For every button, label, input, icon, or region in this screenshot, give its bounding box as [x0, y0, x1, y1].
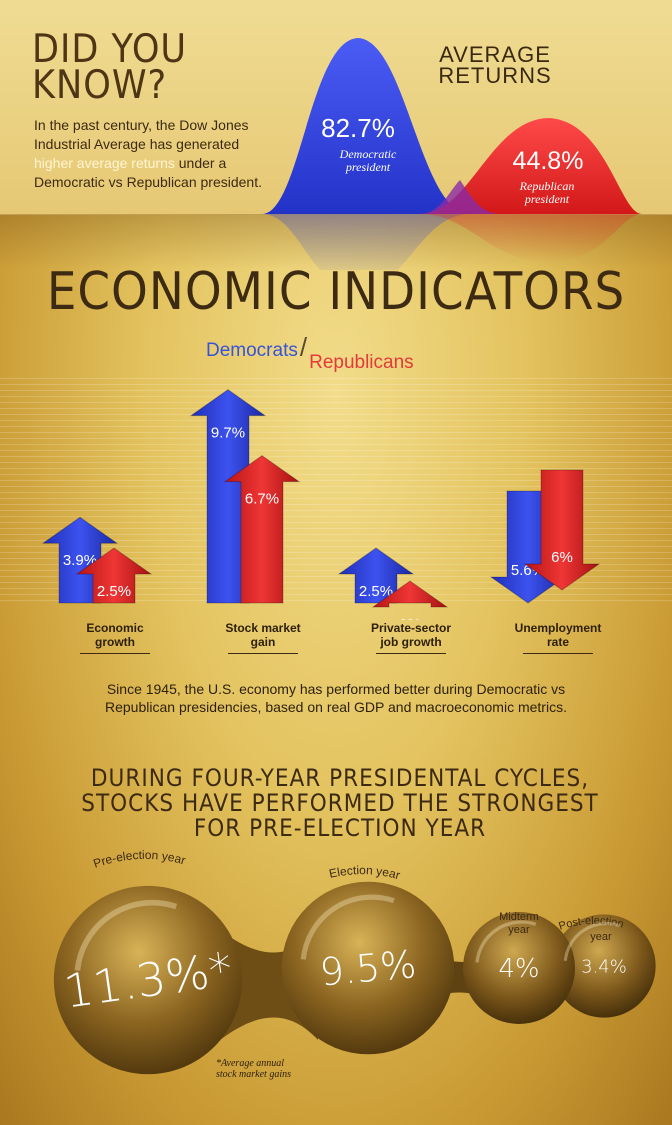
democratic-label-line1: Democratic [339, 147, 397, 161]
democratic-value: 82.7% [321, 113, 395, 143]
average-returns-title: AVERAGE RETURNS [420, 42, 570, 88]
democratic-label-line2: president [345, 160, 391, 174]
average-returns-curves [262, 38, 642, 270]
average-returns-line2: RETURNS [438, 63, 552, 88]
category-label-unemployment-rate: Unemployment rate [508, 621, 608, 654]
bubble-highlight-post-election [563, 922, 620, 962]
category-label-stock-market-gain: Stock market gain [213, 621, 313, 654]
footnote-line2: stock market gains [216, 1069, 291, 1080]
svg-text:Pre-election year: Pre-election year [92, 848, 188, 871]
value-label-private-sector-job-growth-democrat: 2.5% [359, 583, 393, 600]
democratic-curve [262, 38, 470, 214]
bubble-highlight-midterm [475, 920, 537, 963]
value-label-economic-growth-republican: 2.5% [97, 583, 131, 600]
did-you-know-text-before: In the past century, the Dow Jones Indus… [34, 117, 249, 152]
value-label-stock-market-gain-republican: 6.7% [245, 491, 279, 508]
pre-election-label: Pre-election year [92, 848, 188, 871]
republican-value: 44.8% [512, 147, 584, 175]
bubble-election [281, 881, 455, 1055]
bubble-highlight-election [300, 894, 395, 960]
republican-label-line1: Republican [519, 179, 575, 193]
republican-label-line2: president [524, 192, 570, 206]
cycles-title-line1: DURING FOUR-YEAR PRESIDENTAL CYCLES, [90, 764, 590, 792]
republican-curve [420, 118, 642, 214]
cycles-title: DURING FOUR-YEAR PRESIDENTAL CYCLES, STO… [40, 766, 640, 841]
election-year-label: Election year [328, 863, 402, 882]
bubble-post-election [552, 914, 656, 1018]
footnote: *Average annual stock market gains [216, 1058, 356, 1080]
bubble-midterm [463, 912, 575, 1024]
midterm-label-line2: year [508, 924, 530, 936]
arrow-economic-growth-republican [75, 547, 153, 604]
did-you-know-title: DID YOU KNOW? [32, 27, 232, 108]
svg-text:Election year: Election year [328, 863, 402, 882]
democratic-reflection [262, 214, 470, 270]
legend-republicans: Republicans [309, 352, 414, 373]
cycles-title-line2: STOCKS HAVE PERFORMED THE STRONGEST [81, 789, 599, 817]
did-you-know-line1: DID YOU [32, 27, 188, 72]
arrow-stock-market-gain-republican [223, 454, 301, 604]
bubble-value-post-election: 3.4% [581, 956, 627, 977]
did-you-know-text-after: under a Democratic vs Republican preside… [34, 155, 262, 190]
legend-democrats: Democrats [206, 340, 298, 361]
arrow-unemployment-rate-republican [523, 469, 601, 591]
average-returns-line1: AVERAGE [439, 42, 551, 67]
category-label-private-sector-job-growth: Private-sector job growth [361, 621, 461, 654]
bubble-value-election: 9.5% [318, 942, 418, 994]
legend-slash: / [299, 332, 308, 362]
cycles-title-line3: FOR PRE-ELECTION YEAR [193, 814, 487, 842]
value-label-private-sector-job-growth-republican: 1% [399, 616, 421, 620]
republican-label: Republican president [497, 180, 597, 206]
economic-note: Since 1945, the U.S. economy has perform… [105, 681, 567, 715]
did-you-know-text: In the past century, the Dow Jones Indus… [34, 116, 264, 192]
republican-reflection [420, 214, 642, 262]
bubble-pre-election [53, 885, 243, 1075]
value-label-stock-market-gain-democrat: 9.7% [211, 425, 245, 442]
did-you-know-line2: KNOW? [32, 63, 168, 108]
economic-indicators-chart: 3.9%2.5%9.7%6.7%2.5%1%5.6%6% [41, 388, 601, 620]
bubble-value-midterm: 4% [498, 954, 539, 984]
did-you-know-highlight: higher average returns [34, 155, 175, 171]
chart-legend: Democrats/Republicans [206, 332, 414, 373]
democratic-label: Democratic president [318, 148, 418, 174]
footnote-line1: *Average annual [216, 1058, 285, 1069]
category-label-economic-growth: Economic growth [65, 621, 165, 654]
economic-indicators-title: ECONOMIC INDICATORS [46, 262, 626, 322]
value-label-unemployment-rate-republican: 6% [551, 549, 573, 566]
post-election-label-line2: year [590, 931, 612, 943]
midterm-label-line1: Midterm [499, 911, 539, 923]
bubble-highlight-pre-election [74, 899, 178, 971]
arrow-private-sector-job-growth-republican [371, 580, 449, 608]
curve-overlap [420, 180, 500, 214]
value-label-economic-growth-democrat: 3.9% [63, 552, 97, 569]
